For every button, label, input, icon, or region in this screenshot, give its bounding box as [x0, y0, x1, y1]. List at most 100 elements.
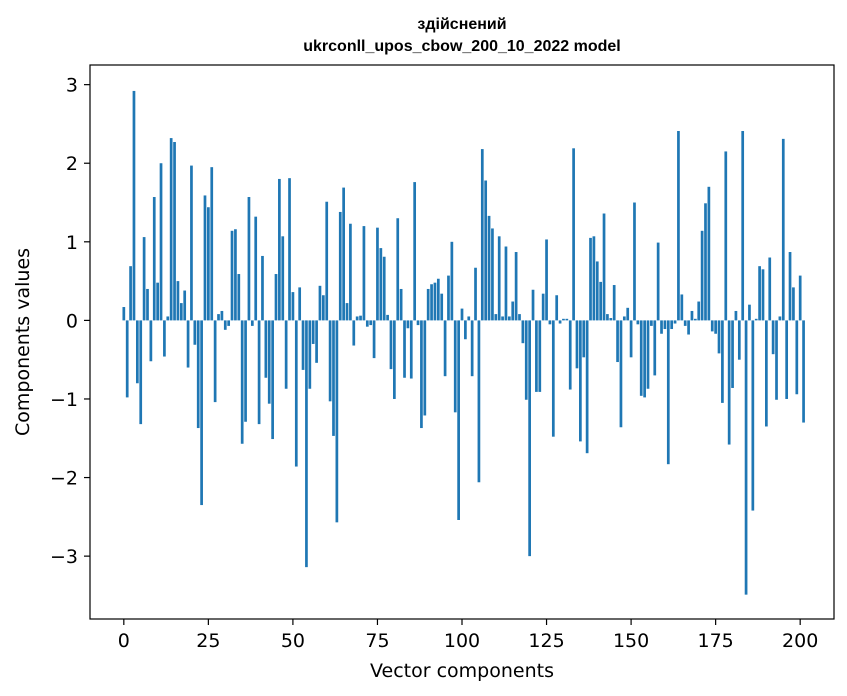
bar-110: [494, 314, 498, 321]
bar-140: [595, 261, 599, 321]
bar-50: [291, 292, 295, 321]
bar-131: [565, 318, 569, 321]
x-tick-label-200: 200: [782, 630, 818, 652]
bar-146: [616, 320, 619, 363]
bar-187: [754, 318, 758, 321]
bar-71: [362, 226, 366, 321]
y-tick-label-0: 3: [66, 75, 78, 97]
bar-33: [234, 229, 237, 321]
bar-165: [680, 294, 684, 321]
bar-156: [650, 320, 653, 326]
y-axis-ticks: 3 2 1 0 −1 −2 −3: [50, 75, 90, 568]
y-axis-label: Components values: [12, 248, 34, 436]
y-tick-label-2: 1: [66, 232, 78, 254]
bar-169: [693, 318, 697, 321]
bar-43: [267, 320, 271, 404]
bar-22: [196, 320, 200, 429]
bar-24: [203, 195, 207, 321]
bar-59: [321, 295, 325, 321]
bar-19: [186, 320, 190, 368]
bar-152: [636, 320, 640, 325]
bar-158: [656, 242, 660, 321]
bar-184: [744, 320, 748, 595]
bar-63: [335, 320, 339, 523]
bar-103: [470, 320, 474, 377]
y-tick-label-3: 0: [66, 310, 78, 332]
bar-27: [213, 320, 217, 403]
bar-125: [545, 239, 548, 321]
bar-26: [210, 167, 214, 321]
chart-title-line2: ukrconll_upos_cbow_200_10_2022 model: [303, 38, 620, 55]
bar-116: [514, 252, 518, 321]
bar-101: [464, 320, 467, 340]
bar-82: [399, 288, 403, 321]
bar-92: [433, 282, 437, 321]
bar-155: [646, 320, 650, 389]
bar-197: [788, 252, 792, 321]
bar-99: [457, 320, 460, 520]
bar-18: [183, 290, 187, 321]
bar-58: [318, 285, 322, 321]
bar-181: [734, 310, 738, 321]
bar-128: [555, 295, 559, 321]
bar-195: [781, 138, 785, 321]
bar-159: [660, 320, 663, 334]
bar-171: [700, 230, 704, 321]
bar-179: [727, 320, 731, 445]
bar-111: [497, 236, 501, 321]
bar-21: [193, 320, 197, 345]
bar-175: [714, 320, 717, 334]
bar-119: [524, 320, 528, 400]
bar-28: [217, 314, 220, 321]
bar-122: [535, 320, 538, 392]
bar-2: [129, 266, 132, 321]
bar-65: [342, 187, 345, 321]
bar-105: [477, 320, 481, 483]
bar-56: [311, 320, 315, 344]
bar-10: [156, 282, 159, 321]
bar-55: [308, 320, 312, 389]
x-tick-label-0: 0: [118, 630, 130, 652]
bar-69: [355, 316, 359, 321]
bar-183: [741, 131, 745, 321]
bar-138: [589, 237, 592, 321]
bar-66: [345, 303, 349, 321]
bar-48: [284, 320, 288, 389]
bar-196: [785, 320, 789, 399]
y-tick-label-6: −3: [50, 546, 78, 568]
y-tick-label-1: 2: [66, 153, 78, 175]
bar-149: [626, 307, 630, 321]
bar-93: [436, 278, 440, 321]
bar-178: [724, 151, 728, 321]
bar-134: [575, 320, 579, 369]
bar-53: [301, 320, 305, 370]
x-tick-label-25: 25: [196, 630, 220, 652]
bar-168: [690, 310, 694, 321]
bar-12: [163, 320, 166, 357]
bar-148: [622, 316, 626, 321]
bar-129: [558, 320, 562, 324]
bar-47: [281, 236, 285, 321]
bar-31: [227, 320, 231, 326]
bar-73: [369, 320, 373, 326]
bar-46: [278, 178, 281, 321]
bar-201: [802, 320, 805, 423]
bar-200: [798, 275, 802, 321]
bar-154: [643, 320, 646, 398]
bar-117: [518, 314, 521, 321]
bar-133: [572, 148, 575, 321]
bar-130: [562, 318, 565, 321]
bar-74: [372, 320, 376, 359]
bar-57: [315, 320, 318, 363]
bar-127: [551, 320, 555, 437]
bar-23: [200, 320, 203, 506]
bar-176: [717, 320, 721, 354]
bar-144: [609, 318, 613, 321]
bar-137: [585, 320, 589, 454]
bar-126: [548, 320, 552, 325]
bar-30: [223, 320, 227, 330]
bar-118: [521, 320, 525, 344]
bar-52: [298, 287, 302, 321]
bar-102: [467, 316, 471, 321]
bar-64: [338, 211, 342, 321]
